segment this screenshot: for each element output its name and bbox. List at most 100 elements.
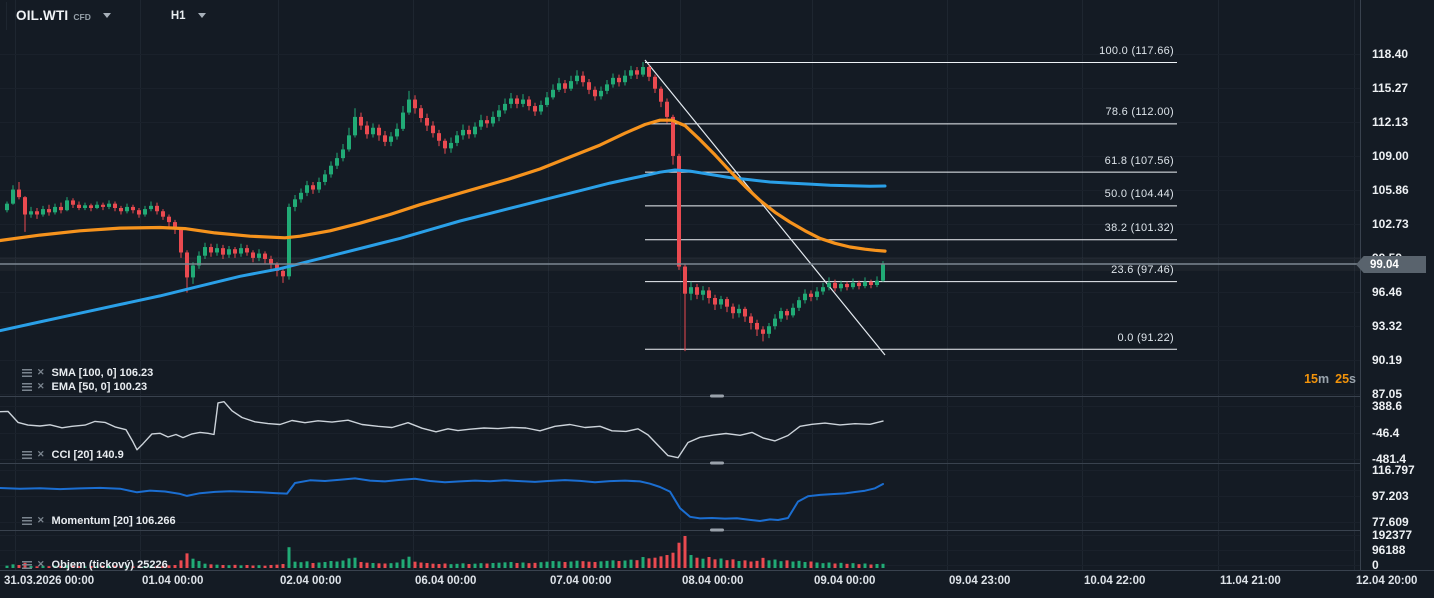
candle [413, 99, 417, 109]
candle [377, 127, 381, 136]
candle [269, 258, 273, 265]
candle [533, 106, 537, 112]
candle [509, 98, 513, 104]
volume-bar [287, 547, 291, 568]
volume-bar [443, 563, 447, 568]
candle [209, 247, 213, 253]
volume-bar [533, 562, 537, 568]
volume-bar [323, 562, 327, 568]
indicator-settings-icon[interactable] [22, 560, 32, 569]
candle [527, 99, 531, 107]
candle [689, 287, 693, 294]
volume-bar [701, 558, 705, 568]
chevron-down-icon [197, 13, 206, 18]
candle [773, 318, 777, 327]
candle [515, 98, 519, 104]
candle [749, 316, 753, 323]
candle [869, 281, 873, 286]
candle [605, 84, 609, 91]
volume-bar [335, 561, 339, 568]
candle [167, 216, 171, 223]
indicator-settings-icon[interactable] [22, 368, 32, 377]
candle [857, 282, 861, 287]
volume-bar [473, 563, 477, 568]
volume-bar [269, 565, 273, 568]
timeframe-label: H1 [170, 9, 186, 22]
candle [401, 112, 405, 129]
candle [617, 77, 621, 83]
candle [329, 165, 333, 175]
volume-bar [359, 562, 363, 568]
indicator-remove-icon[interactable]: ✕ [37, 381, 45, 391]
candle [845, 283, 849, 288]
candle [467, 129, 471, 135]
pane-resize-handle[interactable] [710, 461, 724, 465]
candle [731, 306, 735, 314]
volume-bar [263, 565, 267, 568]
candle [185, 252, 189, 278]
volume-bar [827, 562, 831, 568]
pane-resize-handle[interactable] [710, 394, 724, 398]
candle [797, 300, 801, 308]
timeframe-selector[interactable]: H1 [171, 10, 206, 22]
volume-bar [737, 561, 741, 568]
candle [821, 287, 825, 292]
candle [737, 308, 741, 314]
candle [317, 181, 321, 190]
indicator-settings-icon[interactable] [22, 516, 32, 525]
volume-bar [65, 565, 69, 568]
candle [743, 308, 747, 317]
volume-bar [431, 563, 435, 568]
indicator-settings-icon[interactable] [22, 450, 32, 459]
indicator-remove-icon[interactable]: ✕ [37, 449, 45, 459]
candle [359, 116, 363, 126]
ema-line [0, 118, 887, 253]
volume-bar [455, 563, 459, 568]
volume-bar [647, 558, 651, 568]
volume-bar [839, 562, 843, 568]
volume-bar [77, 566, 81, 568]
indicator-remove-icon[interactable]: ✕ [37, 515, 45, 525]
volume-bar [515, 563, 519, 568]
candle [29, 211, 33, 215]
candle [245, 248, 249, 253]
candle [113, 203, 117, 209]
indicator-remove-icon[interactable]: ✕ [37, 559, 45, 569]
volume-bar [173, 565, 177, 568]
momentum-line [0, 477, 884, 522]
candle [431, 125, 435, 134]
volume-bar [413, 561, 417, 568]
candle [119, 208, 123, 212]
candle [125, 206, 129, 212]
candle [599, 90, 603, 97]
candle [701, 290, 705, 295]
candle [491, 116, 495, 124]
candle [593, 89, 597, 97]
pane-resize-handle[interactable] [710, 528, 724, 532]
instrument-type-badge: CFD [73, 12, 91, 22]
volume-bar [101, 565, 105, 568]
volume-bar [239, 565, 243, 568]
candle [425, 117, 429, 126]
volume-bar [329, 561, 333, 568]
volume-bar [41, 565, 45, 568]
indicator-remove-icon[interactable]: ✕ [37, 367, 45, 377]
volume-bar [881, 563, 885, 568]
candle [785, 311, 789, 316]
volume-bar [83, 566, 87, 568]
candle [83, 205, 87, 209]
candle [815, 291, 819, 297]
volume-bar [371, 563, 375, 568]
volume-bar [257, 565, 261, 568]
volume-bar [185, 553, 189, 568]
indicator-label-cci: CCI [20] 140.9 [51, 448, 124, 461]
volume-bar [215, 564, 219, 568]
candle [449, 142, 453, 149]
candle [407, 99, 411, 113]
symbol-selector[interactable]: OIL.WTI CFD [16, 8, 111, 23]
indicator-settings-icon[interactable] [22, 382, 32, 391]
candle [839, 283, 843, 289]
candle [233, 249, 237, 254]
candle [587, 82, 591, 90]
